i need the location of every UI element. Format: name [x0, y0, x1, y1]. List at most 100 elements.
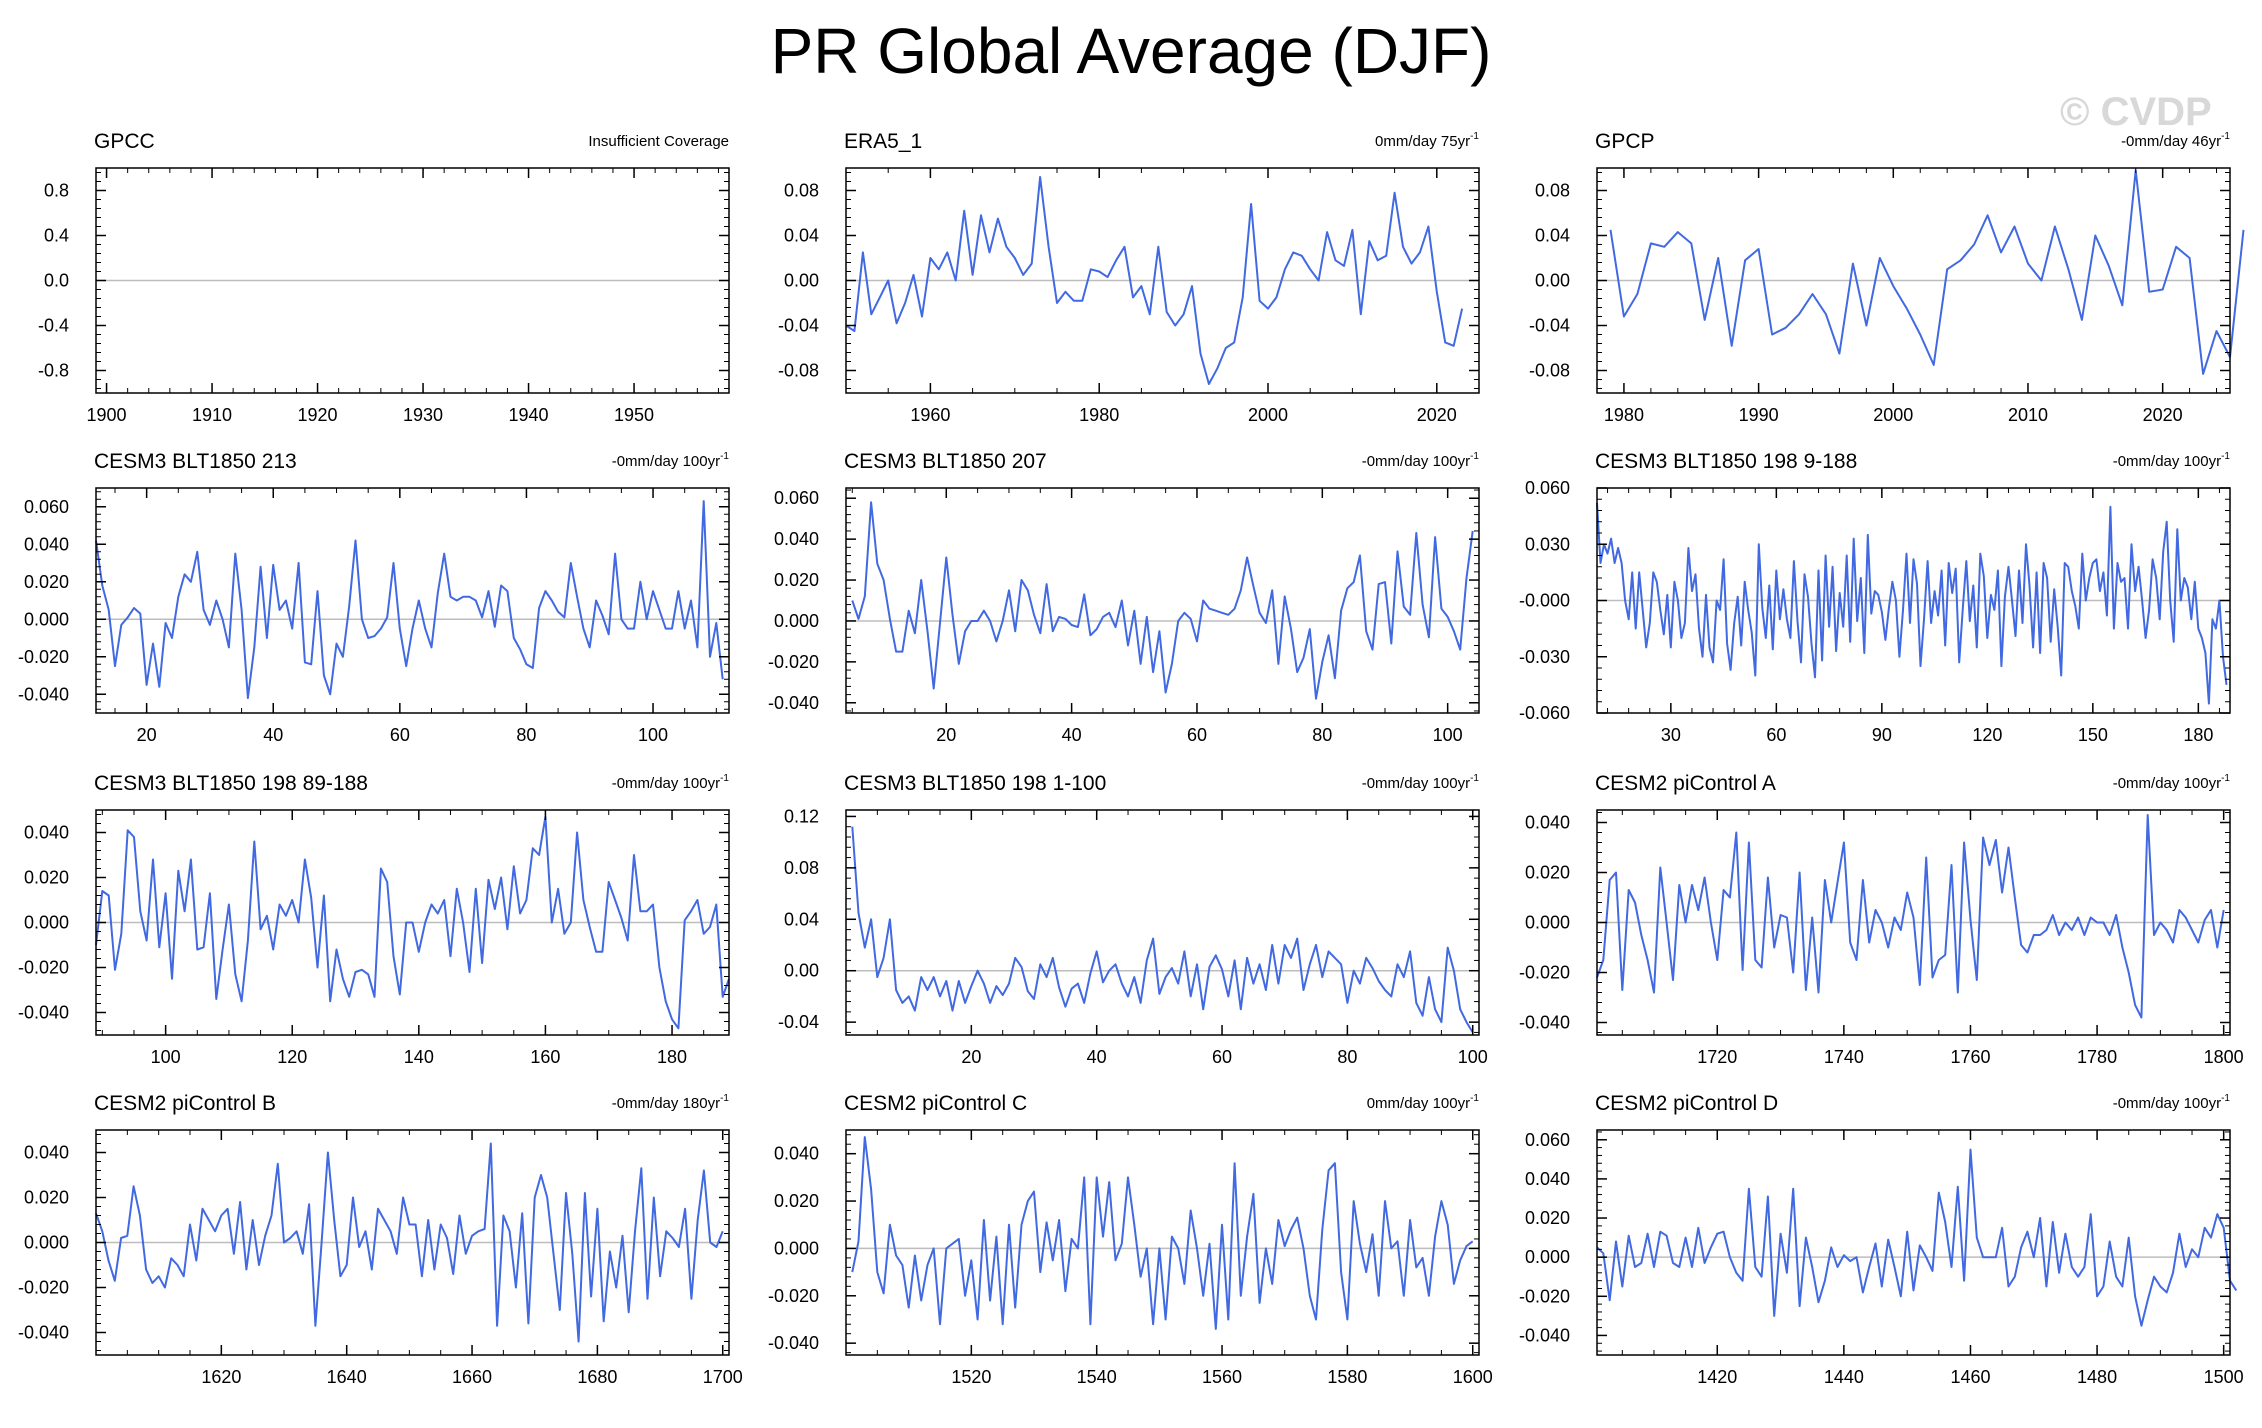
y-tick-label: 0.00	[1535, 271, 1570, 291]
panel-title: CESM3 BLT1850 213	[94, 450, 297, 473]
x-tick-label: 60	[1212, 1047, 1232, 1067]
panel-6: 30 60 90 120 150 180 0.060 0.030 -0.000 -0.030 -0.…	[1519, 450, 2231, 745]
y-tick-label: -0.040	[18, 1323, 69, 1343]
y-tick-label: -0.020	[768, 1286, 819, 1306]
x-tick-label: 1520	[951, 1367, 991, 1387]
x-tick-label: 60	[1187, 725, 1207, 745]
panel-4: 20 40 60 80 100 0.060 0.040 0.020 0.000 -0.020 -0.…	[18, 450, 730, 745]
panel-9: 1720 1740 1760 1780 1800 0.040 0.020 0.000 -0.02…	[1519, 772, 2244, 1067]
y-tick-label: -0.4	[38, 316, 69, 336]
y-tick-label: 0.060	[774, 488, 819, 508]
y-tick-label: 0.020	[774, 570, 819, 590]
y-tick-label: -0.08	[1529, 361, 1570, 381]
panel-title: CESM2 piControl C	[844, 1092, 1027, 1115]
trend-text: -0mm/day 100yr	[2113, 775, 2221, 792]
panel-trend-label: -0mm/day 180yr-1	[612, 1093, 730, 1112]
x-tick-label: 80	[516, 725, 536, 745]
y-tick-label: 0.0	[44, 271, 69, 291]
y-tick-label: 0.00	[784, 961, 819, 981]
trend-text: 0mm/day 100yr	[1367, 1095, 1470, 1112]
x-tick-label: 1480	[2077, 1367, 2117, 1387]
x-tick-label: 1960	[910, 405, 950, 425]
x-tick-label: 100	[638, 725, 668, 745]
x-tick-label: 80	[1337, 1047, 1357, 1067]
panel-trend-label: -0mm/day 100yr-1	[1362, 773, 1480, 792]
panel-title: GPCP	[1595, 130, 1655, 153]
x-tick-label: 1700	[703, 1367, 743, 1387]
y-tick-label: -0.040	[18, 1003, 69, 1023]
plot-frame	[845, 1129, 1480, 1356]
x-tick-label: 1640	[327, 1367, 367, 1387]
trend-exponent: -1	[720, 1093, 729, 1104]
y-tick-label: 0.000	[1525, 913, 1570, 933]
y-tick-label: 0.040	[24, 1143, 69, 1163]
x-tick-label: 40	[1087, 1047, 1107, 1067]
y-tick-label: 0.020	[24, 572, 69, 592]
y-tick-label: 0.04	[784, 226, 819, 246]
x-tick-label: 1420	[1697, 1367, 1737, 1387]
panel-title: CESM3 BLT1850 198 1-100	[844, 772, 1106, 795]
x-tick-label: 1580	[1327, 1367, 1367, 1387]
y-tick-label: 0.000	[24, 609, 69, 629]
y-tick-label: 0.08	[784, 181, 819, 201]
panel-8: 20 40 60 80 100 0.12 0.08 0.04 0.00 -0.04 CESM3 BL…	[778, 772, 1488, 1067]
trend-text: -0mm/day 100yr	[2113, 453, 2221, 470]
trend-text: -0mm/day 100yr	[2113, 1095, 2221, 1112]
y-tick-label: 0.040	[774, 529, 819, 549]
x-tick-label: 1980	[1079, 405, 1119, 425]
y-tick-label: 0.040	[1525, 813, 1570, 833]
cvdp-watermark: © CVDP	[2060, 90, 2212, 134]
y-tick-label: 0.000	[774, 1238, 819, 1258]
x-tick-label: 1740	[1824, 1047, 1864, 1067]
x-tick-label: 1910	[192, 405, 232, 425]
x-tick-label: 20	[137, 725, 157, 745]
y-tick-label: -0.060	[1519, 703, 1570, 723]
x-tick-label: 40	[1062, 725, 1082, 745]
y-tick-label: -0.020	[18, 958, 69, 978]
panel-title: CESM2 piControl B	[94, 1092, 276, 1115]
y-tick-label: -0.040	[1519, 1013, 1570, 1033]
plot-frame	[845, 809, 1480, 1036]
x-tick-label: 1660	[452, 1367, 492, 1387]
x-tick-label: 1560	[1202, 1367, 1242, 1387]
panel-10: 1620 1640 1660 1680 1700 0.040 0.020 0.000 -0.02…	[18, 1092, 743, 1387]
y-tick-label: -0.040	[18, 684, 69, 704]
y-tick-label: -0.020	[1519, 1286, 1570, 1306]
y-tick-label: 0.020	[1525, 1208, 1570, 1228]
series-line	[851, 826, 1474, 1033]
series-line	[851, 1136, 1474, 1330]
y-tick-label: 0.020	[24, 868, 69, 888]
y-tick-label: 0.040	[24, 823, 69, 843]
panel-title: CESM3 BLT1850 198 89-188	[94, 772, 368, 795]
y-tick-label: -0.08	[778, 361, 819, 381]
x-tick-label: 180	[2183, 725, 2213, 745]
panel-title: CESM2 piControl A	[1595, 772, 1776, 795]
trend-exponent: -1	[720, 451, 729, 462]
x-tick-label: 1680	[577, 1367, 617, 1387]
y-tick-label: 0.08	[784, 858, 819, 878]
panel-title: CESM3 BLT1850 207	[844, 450, 1047, 473]
y-tick-label: -0.040	[1519, 1325, 1570, 1345]
panel-title: ERA5_1	[844, 130, 922, 153]
panel-3: 1980 1990 2000 2010 2020 0.08 0.04 0.00 -0.04 -0.…	[1529, 130, 2245, 425]
plot-frame	[1596, 1129, 2231, 1356]
trend-exponent: -1	[1470, 451, 1479, 462]
y-tick-label: -0.030	[1519, 647, 1570, 667]
panel-trend-label: -0mm/day 100yr-1	[2113, 1093, 2231, 1112]
plot-frame	[845, 487, 1480, 714]
x-tick-label: 30	[1661, 725, 1681, 745]
y-tick-label: -0.040	[768, 693, 819, 713]
y-tick-label: 0.040	[24, 534, 69, 554]
x-tick-label: 1930	[403, 405, 443, 425]
x-tick-label: 180	[657, 1047, 687, 1067]
x-tick-label: 1760	[1950, 1047, 1990, 1067]
x-tick-label: 1940	[509, 405, 549, 425]
series-line	[1596, 1148, 2238, 1327]
x-tick-label: 1500	[2204, 1367, 2244, 1387]
x-tick-label: 100	[1458, 1047, 1488, 1067]
x-tick-label: 60	[1766, 725, 1786, 745]
y-tick-label: -0.020	[18, 1278, 69, 1298]
x-tick-label: 1780	[2077, 1047, 2117, 1067]
x-tick-label: 1460	[1950, 1367, 1990, 1387]
